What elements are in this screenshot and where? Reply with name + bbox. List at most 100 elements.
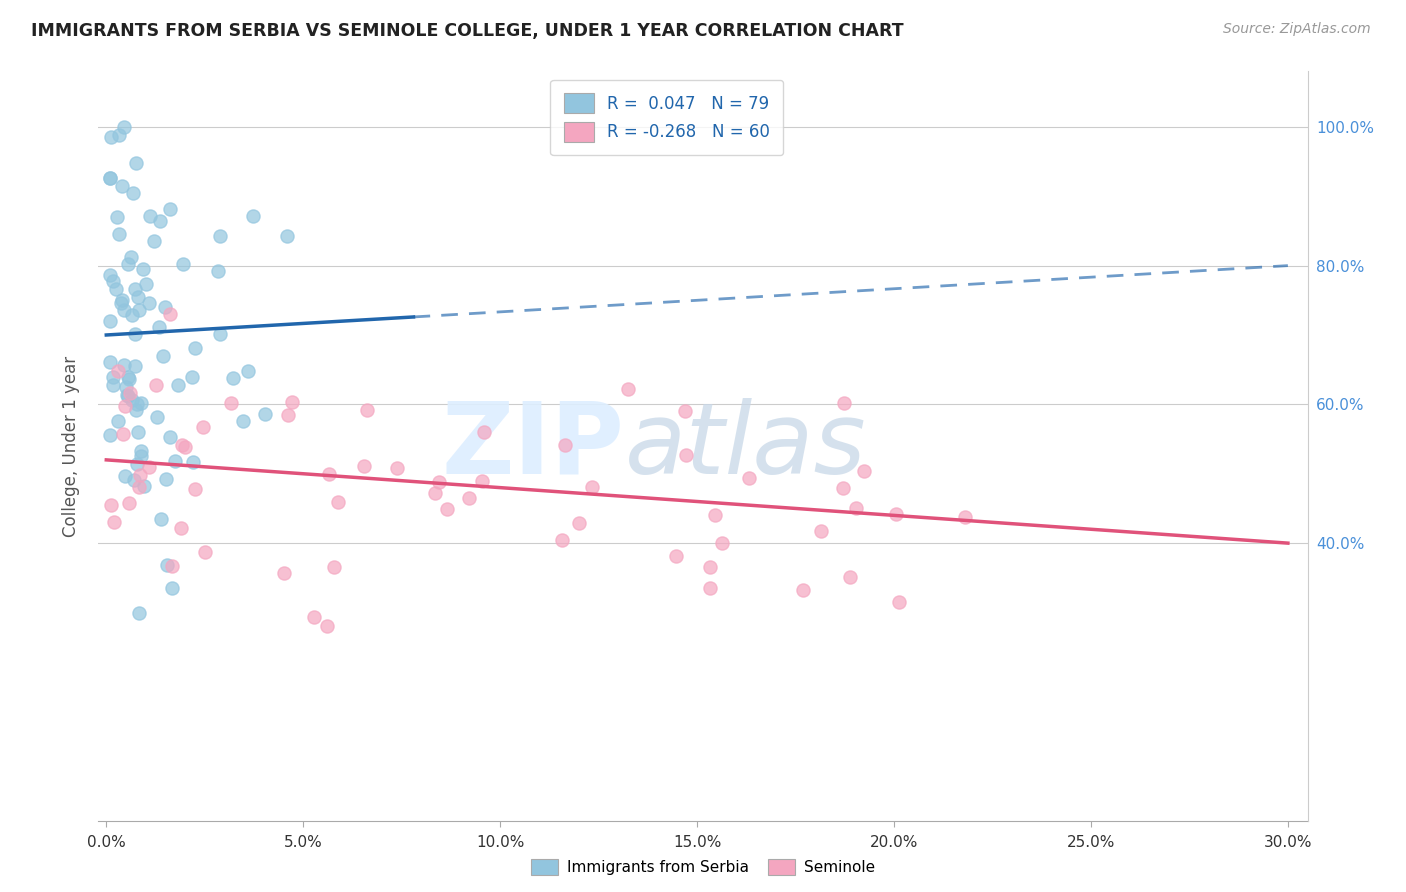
Point [131, 449, 153, 463]
Point [98, 171, 121, 186]
Point [127, 425, 149, 439]
Text: atlas: atlas [624, 398, 866, 494]
Point [242, 209, 264, 223]
Point [117, 257, 139, 271]
Point [276, 229, 298, 244]
Point [174, 440, 197, 454]
Point [673, 404, 696, 418]
Point [103, 377, 125, 392]
Point [353, 458, 375, 473]
Point [135, 277, 157, 291]
Point [103, 515, 125, 529]
Point [323, 560, 346, 574]
Point [219, 395, 242, 409]
Point [128, 480, 150, 494]
Point [153, 300, 176, 314]
Point [104, 282, 127, 296]
Point [281, 394, 304, 409]
Point [207, 263, 229, 277]
Point [152, 349, 174, 363]
Point [118, 496, 141, 510]
Point [853, 464, 876, 478]
Point [704, 508, 727, 523]
Point [107, 364, 129, 378]
Point [551, 533, 574, 547]
Point [194, 545, 217, 559]
Point [98, 314, 121, 328]
Point [155, 472, 177, 486]
Point [886, 508, 908, 522]
Point [427, 475, 450, 490]
Point [208, 229, 231, 244]
Legend: R =  0.047   N = 79, R = -0.268   N = 60: R = 0.047 N = 79, R = -0.268 N = 60 [550, 79, 783, 155]
Point [159, 430, 181, 444]
Y-axis label: College, Under 1 year: College, Under 1 year [62, 355, 80, 537]
Point [117, 370, 139, 384]
Point [98, 268, 121, 282]
Point [149, 512, 172, 526]
Point [98, 355, 121, 369]
Point [425, 486, 447, 500]
Point [148, 319, 170, 334]
Point [159, 307, 181, 321]
Point [112, 358, 135, 372]
Point [160, 582, 183, 596]
Point [208, 327, 231, 342]
Point [146, 410, 169, 425]
Point [165, 454, 187, 468]
Point [120, 386, 142, 401]
Point [114, 468, 136, 483]
Point [108, 227, 131, 242]
Point [132, 262, 155, 277]
Point [277, 408, 299, 422]
Point [112, 120, 135, 134]
Point [138, 460, 160, 475]
Point [183, 455, 205, 469]
Point [142, 235, 165, 249]
Point [711, 536, 734, 550]
Point [302, 610, 325, 624]
Point [172, 257, 194, 271]
Point [125, 396, 148, 410]
Point [124, 359, 146, 374]
Point [356, 402, 378, 417]
Point [664, 549, 686, 564]
Point [675, 448, 697, 462]
Point [699, 581, 721, 595]
Point [100, 130, 122, 145]
Point [101, 369, 124, 384]
Point [385, 460, 408, 475]
Point [111, 427, 134, 442]
Point [101, 274, 124, 288]
Point [832, 481, 855, 495]
Point [121, 250, 143, 264]
Point [117, 389, 139, 403]
Point [318, 467, 340, 482]
Point [792, 583, 814, 598]
Point [145, 378, 167, 392]
Point [122, 474, 145, 488]
Point [128, 606, 150, 620]
Point [160, 558, 183, 573]
Point [458, 491, 481, 506]
Point [581, 480, 603, 494]
Point [159, 202, 181, 217]
Point [129, 396, 152, 410]
Point [125, 458, 148, 472]
Point [832, 396, 855, 410]
Point [107, 128, 129, 142]
Point [568, 516, 591, 530]
Point [232, 413, 254, 427]
Point [253, 407, 276, 421]
Point [471, 475, 494, 489]
Point [129, 468, 152, 483]
Point [472, 425, 495, 439]
Text: IMMIGRANTS FROM SERBIA VS SEMINOLE COLLEGE, UNDER 1 YEAR CORRELATION CHART: IMMIGRANTS FROM SERBIA VS SEMINOLE COLLE… [31, 22, 904, 40]
Point [236, 364, 259, 378]
Point [107, 414, 129, 428]
Point [100, 498, 122, 512]
Point [98, 171, 121, 186]
Point [112, 303, 135, 318]
Point [110, 293, 132, 307]
Point [98, 428, 121, 442]
